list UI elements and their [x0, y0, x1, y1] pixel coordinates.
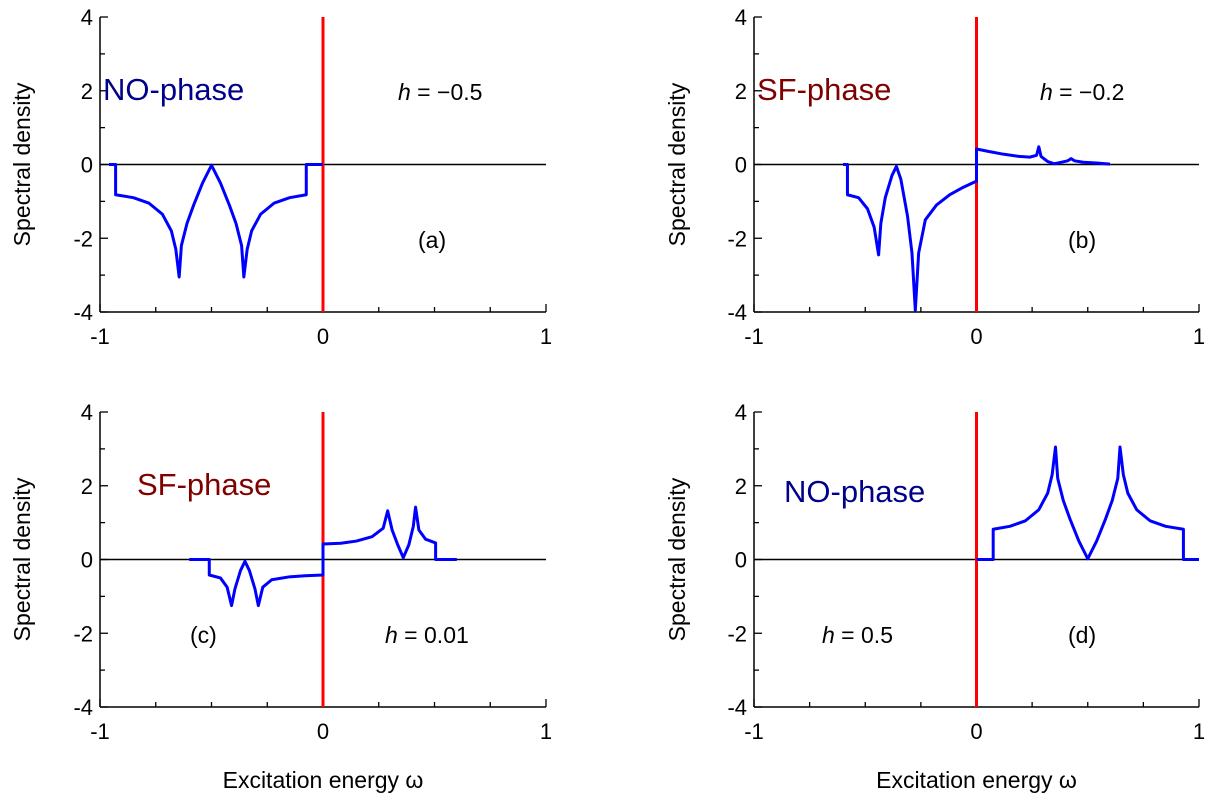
x-tick-label: 1: [1193, 324, 1205, 349]
y-tick-label: 0: [735, 153, 747, 178]
y-tick-label: 4: [735, 5, 747, 30]
y-tick-label: 4: [81, 5, 93, 30]
y-tick-label: 0: [735, 548, 747, 573]
h-value: = 0.01: [398, 622, 469, 648]
phase-label: NO-phase: [784, 474, 925, 509]
x-tick-label: 0: [970, 324, 982, 349]
y-axis-title: Spectral density: [664, 82, 690, 246]
y-tick-label: 4: [735, 400, 747, 425]
y-tick-label: 0: [81, 153, 93, 178]
y-tick-label: 2: [81, 79, 93, 104]
x-tick-label: 1: [540, 324, 552, 349]
y-axis-title: Spectral density: [664, 477, 690, 641]
panel-tag: (b): [1068, 227, 1096, 253]
spectral-density-curve: [108, 163, 323, 279]
spectral-density-curve: [189, 505, 457, 608]
y-tick-label: -4: [73, 300, 93, 325]
y-tick-label: 0: [81, 548, 93, 573]
h-parameter-label: h = −0.2: [1040, 79, 1124, 105]
y-tick-label: 2: [735, 79, 747, 104]
y-tick-label: 2: [735, 474, 747, 499]
panel-tag: (d): [1068, 622, 1096, 648]
y-tick-label: -2: [727, 226, 747, 251]
h-value: = 0.5: [835, 622, 893, 648]
chart-panel-1: -4 -2 0 2 4 -1 0 1 Spectral density NO-phase h = −…: [9, 5, 552, 349]
y-tick-label: 2: [81, 474, 93, 499]
h-symbol: h: [398, 79, 411, 105]
y-tick-label: -4: [727, 300, 747, 325]
x-tick-label: 1: [1193, 719, 1205, 744]
chart-panel-4: -4 -2 0 2 4 -1 0 1 Spectral density Excitation en…: [664, 400, 1205, 793]
panel-tag: (a): [418, 227, 446, 253]
chart-panel-2: -4 -2 0 2 4 -1 0 1 Spectral density SF-phase h = −…: [664, 5, 1205, 349]
y-tick-label: 4: [81, 400, 93, 425]
x-axis-title: Excitation energy ω: [223, 767, 424, 793]
x-tick-label: 0: [970, 719, 982, 744]
spectral-density-curve: [843, 145, 1111, 312]
y-tick-label: -4: [73, 695, 93, 720]
h-value: = −0.2: [1053, 79, 1125, 105]
y-axis-title: Spectral density: [9, 82, 35, 246]
phase-label: SF-phase: [757, 72, 891, 107]
x-tick-label: -1: [744, 719, 764, 744]
x-tick-label: 0: [317, 719, 329, 744]
h-symbol: h: [385, 622, 398, 648]
x-tick-label: 0: [317, 324, 329, 349]
h-symbol: h: [1040, 79, 1053, 105]
y-tick-label: -2: [727, 621, 747, 646]
phase-label: SF-phase: [137, 467, 271, 502]
x-tick-label: -1: [90, 324, 110, 349]
x-tick-label: -1: [744, 324, 764, 349]
panel-tag: (c): [190, 622, 217, 648]
y-axis-title: Spectral density: [9, 477, 35, 641]
y-tick-label: -4: [727, 695, 747, 720]
spectral-density-curve: [976, 445, 1199, 561]
y-tick-label: -2: [73, 226, 93, 251]
h-parameter-label: h = 0.5: [822, 622, 893, 648]
h-value: = −0.5: [411, 79, 483, 105]
phase-label: NO-phase: [103, 72, 244, 107]
chart-panel-3: -4 -2 0 2 4 -1 0 1 Spectral density Excitation en…: [9, 400, 552, 793]
x-tick-label: 1: [540, 719, 552, 744]
x-axis-title: Excitation energy ω: [876, 767, 1077, 793]
x-tick-label: -1: [90, 719, 110, 744]
h-symbol: h: [822, 622, 835, 648]
h-parameter-label: h = −0.5: [398, 79, 482, 105]
y-tick-label: -2: [73, 621, 93, 646]
h-parameter-label: h = 0.01: [385, 622, 469, 648]
